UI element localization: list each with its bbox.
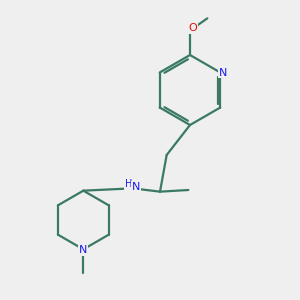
- Text: N: N: [218, 68, 227, 77]
- Text: H: H: [125, 179, 132, 189]
- Text: N: N: [132, 182, 140, 192]
- Text: N: N: [79, 245, 88, 255]
- Text: O: O: [188, 23, 197, 33]
